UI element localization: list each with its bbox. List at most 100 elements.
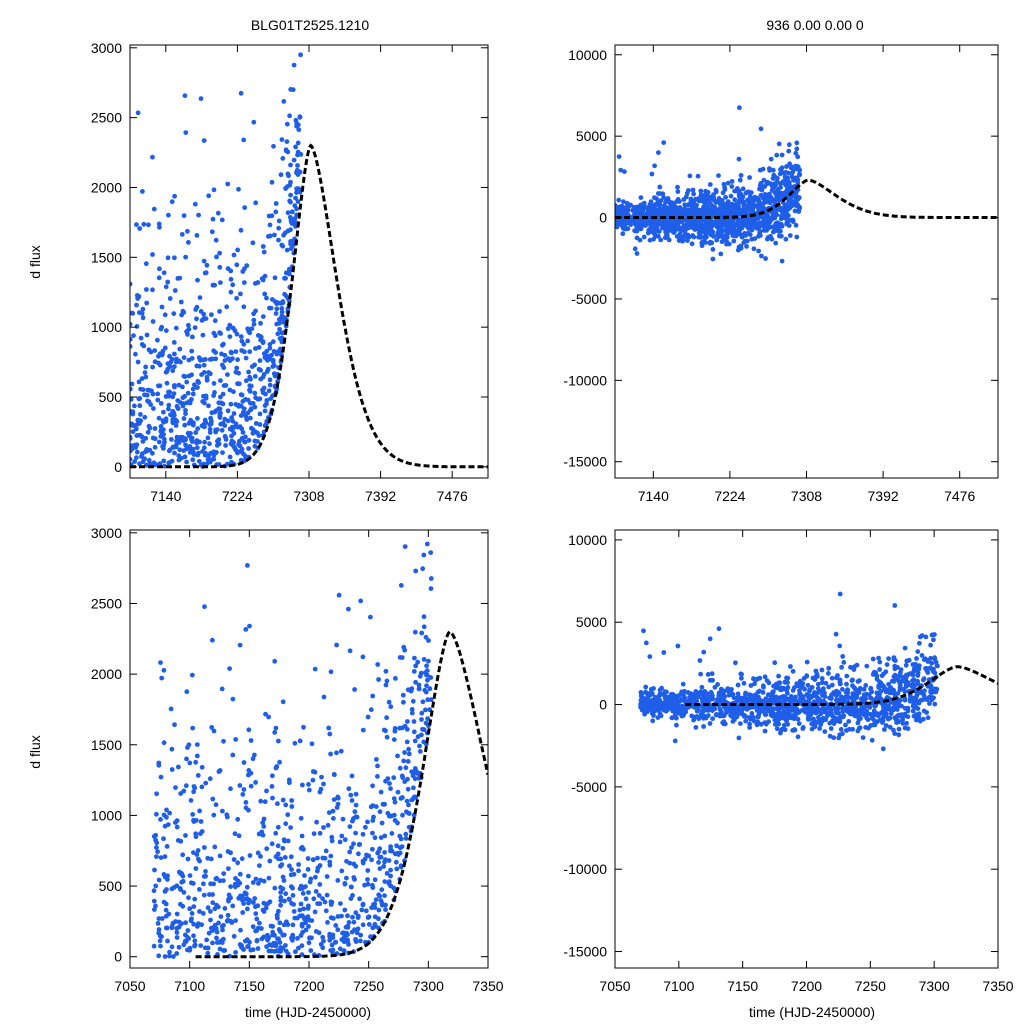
data-point (143, 364, 149, 370)
data-point (312, 769, 318, 775)
data-point (790, 217, 796, 223)
data-point (750, 714, 756, 720)
data-point (768, 156, 774, 162)
data-point (414, 414, 419, 419)
data-point (307, 935, 313, 941)
data-point (702, 235, 708, 241)
data-point (299, 922, 305, 928)
data-point (291, 62, 297, 68)
data-point (837, 643, 843, 649)
data-point (283, 891, 289, 897)
x-tick-label: 7308 (293, 488, 324, 504)
data-point (207, 441, 212, 447)
data-point (897, 682, 903, 688)
y-tick-label: 10000 (568, 47, 607, 63)
y-tick-label: 0 (114, 459, 122, 475)
data-point (264, 788, 269, 794)
data-point (927, 701, 932, 706)
data-point (891, 657, 897, 662)
data-point (161, 270, 167, 276)
data-point (323, 848, 329, 854)
data-point (157, 224, 162, 230)
data-point (817, 708, 822, 714)
data-point (172, 450, 177, 456)
data-point (739, 225, 745, 231)
data-point (172, 255, 177, 261)
data-point (375, 662, 381, 667)
data-point (663, 224, 668, 230)
data-point (257, 863, 262, 868)
data-point (735, 691, 741, 697)
data-point (132, 403, 137, 409)
data-point (773, 208, 778, 213)
x-tick-label: 7392 (868, 488, 899, 504)
data-point (258, 337, 263, 343)
data-point (802, 706, 808, 712)
data-point (822, 694, 828, 699)
data-point (751, 676, 756, 682)
data-point (288, 884, 294, 889)
data-point (326, 810, 332, 815)
data-point (710, 229, 716, 235)
data-point (694, 694, 700, 699)
data-point (299, 844, 305, 850)
data-point (214, 443, 220, 448)
data-point (282, 855, 288, 860)
data-point (315, 865, 321, 871)
data-point (288, 162, 293, 168)
x-tick-label: 7300 (919, 978, 950, 994)
data-point (255, 333, 261, 338)
data-point (759, 253, 764, 259)
data-point (296, 169, 302, 175)
data-point (710, 247, 716, 252)
data-point (760, 683, 766, 689)
data-point (282, 838, 287, 844)
data-point (733, 660, 738, 666)
data-point (400, 812, 405, 818)
data-point (817, 717, 822, 723)
data-point (245, 410, 251, 416)
data-point (765, 199, 770, 205)
data-point (187, 450, 193, 455)
data-point (386, 699, 392, 705)
data-point (881, 708, 886, 713)
data-point (723, 227, 728, 233)
data-point (211, 456, 217, 462)
data-point (295, 140, 301, 146)
data-point (740, 697, 746, 703)
data-point (779, 213, 784, 219)
data-point (837, 591, 843, 597)
data-point (328, 948, 334, 953)
data-point (240, 269, 246, 274)
data-point (237, 942, 243, 947)
data-point (188, 798, 194, 803)
y-tick-label: 0 (599, 210, 607, 226)
data-point (740, 186, 746, 192)
data-point (403, 765, 409, 771)
data-point (665, 695, 671, 701)
y-tick-label: 1000 (91, 319, 122, 335)
data-point (403, 836, 409, 841)
data-point (261, 372, 267, 377)
data-point (831, 690, 836, 695)
data-point (652, 163, 657, 169)
y-tick-label: -5000 (571, 291, 607, 307)
data-point (372, 914, 378, 920)
data-point (698, 691, 704, 697)
data-point (673, 710, 678, 715)
data-point (198, 943, 204, 948)
data-point (883, 669, 889, 675)
data-point (230, 903, 236, 909)
data-point (267, 356, 273, 362)
data-point (736, 230, 742, 236)
data-point (823, 680, 829, 686)
data-point (699, 696, 705, 701)
data-point (136, 379, 142, 385)
data-point (325, 822, 331, 828)
data-point (278, 172, 284, 178)
data-point (325, 920, 330, 925)
data-point (219, 427, 225, 433)
data-point (358, 932, 364, 938)
data-point (152, 426, 158, 431)
data-point (408, 688, 414, 694)
